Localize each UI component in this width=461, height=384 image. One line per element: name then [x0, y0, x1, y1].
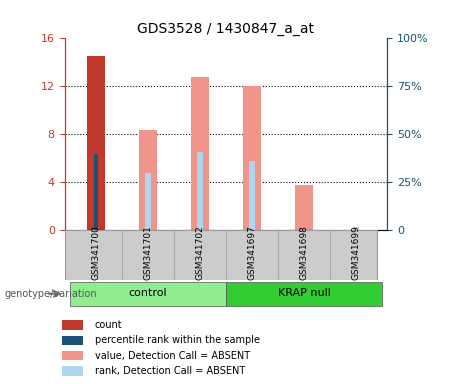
Text: value, Detection Call = ABSENT: value, Detection Call = ABSENT: [95, 351, 250, 361]
Text: GSM341702: GSM341702: [195, 225, 204, 280]
Title: GDS3528 / 1430847_a_at: GDS3528 / 1430847_a_at: [137, 22, 314, 36]
Text: count: count: [95, 320, 123, 330]
Text: KRAP null: KRAP null: [278, 288, 331, 298]
Bar: [249, 161, 255, 230]
Text: GSM341697: GSM341697: [248, 225, 256, 280]
Bar: [353, 227, 359, 230]
Text: control: control: [129, 288, 167, 298]
Bar: [226, 282, 382, 306]
Text: GSM341698: GSM341698: [300, 225, 308, 280]
Text: rank, Detection Call = ABSENT: rank, Detection Call = ABSENT: [95, 366, 245, 376]
Bar: [139, 129, 157, 230]
Bar: [70, 282, 226, 306]
Text: percentile rank within the sample: percentile rank within the sample: [95, 336, 260, 346]
Text: genotype/variation: genotype/variation: [5, 289, 97, 299]
Bar: [62, 336, 83, 345]
Bar: [94, 154, 98, 230]
Text: GSM341701: GSM341701: [143, 225, 152, 280]
Bar: [62, 366, 83, 376]
Bar: [191, 77, 209, 230]
Bar: [295, 185, 313, 230]
Bar: [197, 152, 203, 230]
Bar: [243, 86, 261, 230]
Bar: [87, 56, 105, 230]
Text: GSM341699: GSM341699: [351, 225, 361, 280]
Text: GSM341700: GSM341700: [91, 225, 100, 280]
Bar: [145, 173, 151, 230]
Bar: [62, 351, 83, 361]
Bar: [62, 320, 83, 330]
